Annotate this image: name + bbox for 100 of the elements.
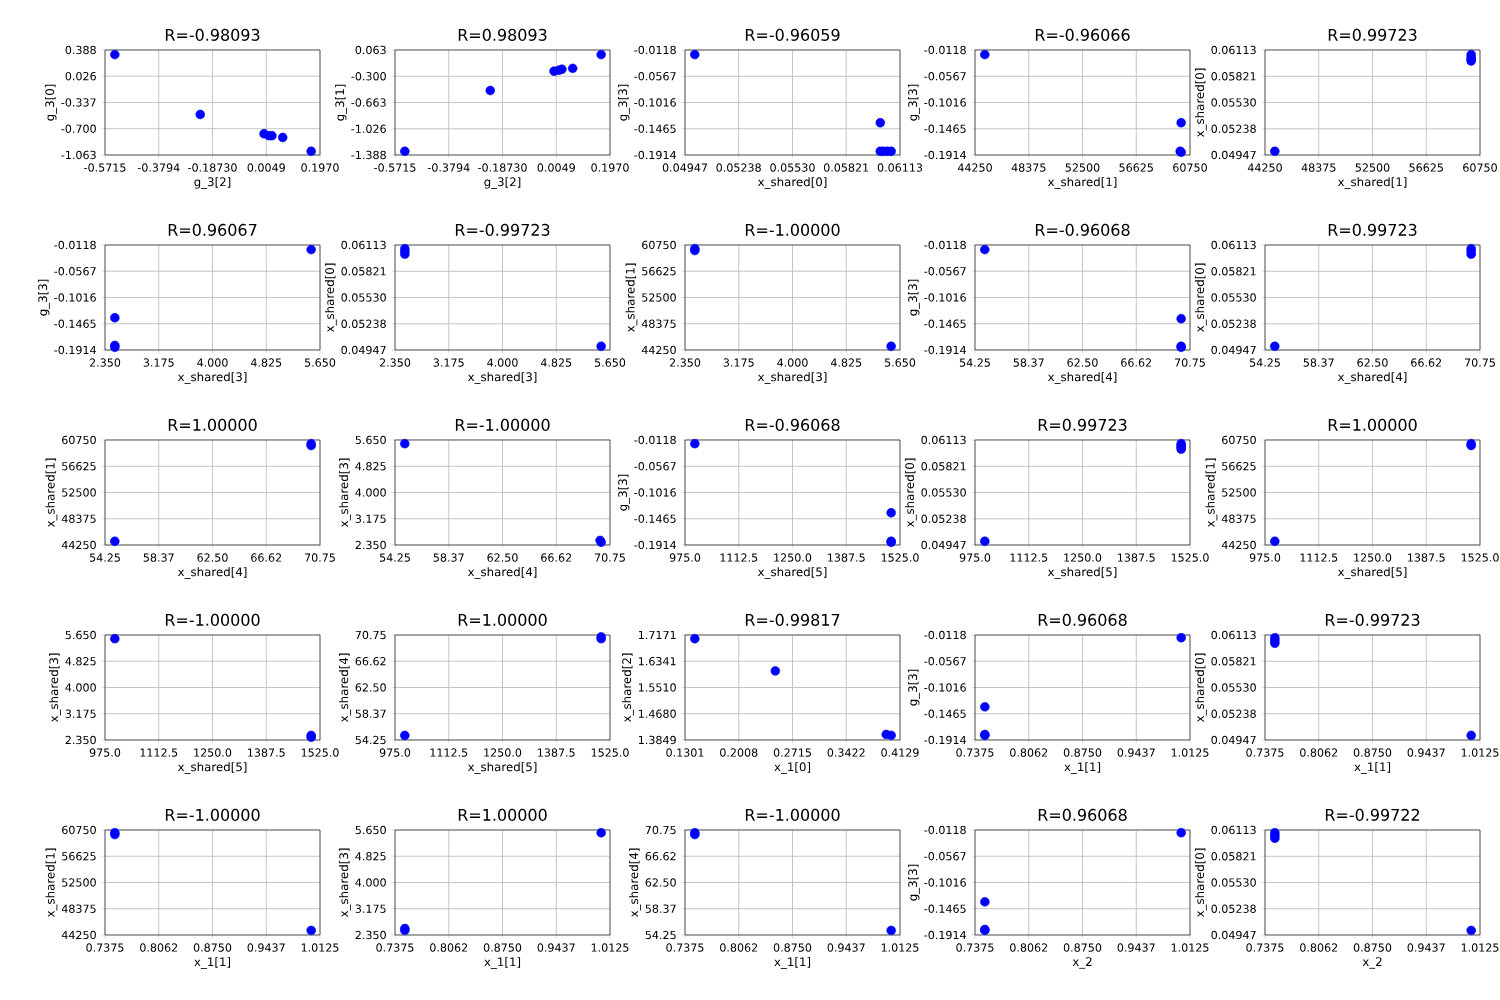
y-tick-label: 0.388 xyxy=(65,45,96,55)
x-tick-label: 0.8062 xyxy=(1300,943,1338,952)
y-axis-title: x_shared[0] xyxy=(324,263,337,333)
y-tick-label: 0.063 xyxy=(355,45,386,55)
y-axis-title: x_shared[0] xyxy=(1194,68,1207,138)
x-tick-label: 5.650 xyxy=(594,358,626,367)
y-tick-label: 5.650 xyxy=(65,630,96,640)
x-tick-label: 5.650 xyxy=(304,358,336,367)
y-axis-title: g_3[3] xyxy=(908,864,920,901)
x-tick-label: 70.75 xyxy=(1465,358,1495,367)
x-tick-label: 4.000 xyxy=(197,358,228,367)
x-tick-label: 3.175 xyxy=(723,358,754,367)
x-tick-label: 0.8750 xyxy=(1353,748,1392,757)
x-tick-label: -0.18730 xyxy=(188,163,237,172)
x-tick-label: 58.37 xyxy=(143,553,174,562)
x-tick-label: 66.62 xyxy=(1121,358,1152,367)
y-tick-label: 56625 xyxy=(62,462,96,471)
y-tick-label: 0.05821 xyxy=(921,462,966,471)
x-tick-label: 1525.0 xyxy=(591,748,629,757)
x-tick-label: 0.05821 xyxy=(823,163,869,172)
x-tick-label: 1112.5 xyxy=(1300,553,1338,562)
x-tick-label: 4.825 xyxy=(250,358,282,367)
x-tick-label: 58.37 xyxy=(1013,358,1044,367)
x-tick-label: 0.2715 xyxy=(773,748,811,757)
x-tick-label: 0.1970 xyxy=(591,163,629,172)
y-tick-label: -0.1465 xyxy=(634,514,676,523)
y-tick-label: 0.04947 xyxy=(341,345,386,355)
y-tick-label: 56625 xyxy=(1222,462,1256,471)
chart-title: R=-0.96066 xyxy=(1035,28,1130,41)
y-tick-label: 60750 xyxy=(1222,435,1256,445)
y-tick-label: -0.700 xyxy=(61,124,96,133)
x-tick-label: 1525.0 xyxy=(1171,553,1209,562)
x-tick-label: 1250.0 xyxy=(1354,553,1392,562)
x-tick-label: 56625 xyxy=(1119,163,1153,172)
x-tick-label: 1250.0 xyxy=(1064,553,1102,562)
y-tick-label: 2.350 xyxy=(355,930,386,940)
y-tick-label: 0.05530 xyxy=(341,293,386,302)
chart-title: R=-0.99723 xyxy=(1325,613,1420,626)
x-tick-label: -0.5715 xyxy=(374,163,416,172)
y-axis-title: g_3[3] xyxy=(618,84,630,121)
y-tick-label: 0.05238 xyxy=(341,319,386,328)
x-axis-title: x_shared[5] xyxy=(1337,567,1407,579)
y-tick-label: -0.0567 xyxy=(924,267,966,276)
x-axis-title: x_shared[5] xyxy=(467,762,537,774)
chart-title: R=0.96068 xyxy=(1038,808,1127,821)
x-tick-label: 1.0125 xyxy=(301,943,339,952)
y-tick-label: 44250 xyxy=(1221,540,1256,550)
y-axis-title: g_3[3] xyxy=(908,669,920,706)
x-tick-label: 54.25 xyxy=(1249,358,1280,367)
x-tick-label: 0.8062 xyxy=(720,943,758,952)
y-tick-label: -0.0567 xyxy=(634,462,676,471)
x-tick-label: 1387.5 xyxy=(1408,553,1445,562)
y-tick-label: 0.05821 xyxy=(1211,72,1256,81)
y-tick-label: 0.05238 xyxy=(921,514,966,523)
x-tick-label: 0.9437 xyxy=(247,943,285,952)
chart-title: R=-0.96068 xyxy=(1035,223,1130,236)
x-tick-label: 0.7375 xyxy=(956,943,994,952)
y-tick-label: -0.1016 xyxy=(54,293,96,302)
x-tick-label: 62.50 xyxy=(197,553,228,562)
x-tick-label: 1250.0 xyxy=(484,748,522,757)
x-tick-label: 62.50 xyxy=(487,553,518,562)
x-tick-label: 0.8062 xyxy=(430,943,468,952)
x-axis-title: x_shared[3] xyxy=(467,372,537,384)
x-tick-label: 1525.0 xyxy=(1461,553,1499,562)
x-axis-title: x_shared[5] xyxy=(757,567,827,579)
y-axis-title: g_3[3] xyxy=(38,279,50,316)
x-tick-label: 0.06113 xyxy=(877,163,923,172)
x-tick-label: 0.9437 xyxy=(827,943,865,952)
x-axis-title: x_shared[4] xyxy=(1047,372,1117,384)
y-tick-label: 44250 xyxy=(641,345,676,355)
chart-title: R=-1.00000 xyxy=(745,223,840,236)
y-tick-label: 0.05821 xyxy=(1211,657,1256,666)
y-tick-label: -0.0567 xyxy=(54,267,96,276)
x-axis-title: x_shared[4] xyxy=(467,567,537,579)
y-tick-label: 0.06113 xyxy=(1211,825,1256,835)
y-axis-title: x_shared[3] xyxy=(339,848,351,918)
x-tick-label: 2.350 xyxy=(669,358,701,367)
y-tick-label: 60750 xyxy=(62,435,96,445)
x-tick-label: 975.0 xyxy=(89,748,121,757)
y-tick-label: -0.1914 xyxy=(54,345,96,355)
x-axis-title: x_shared[4] xyxy=(177,567,247,579)
y-tick-label: -0.1465 xyxy=(924,904,966,913)
chart-title: R=-1.00000 xyxy=(745,808,840,821)
x-tick-label: -0.18730 xyxy=(478,163,527,172)
x-axis-title: x_1[1] xyxy=(1354,762,1391,774)
x-tick-label: 0.0049 xyxy=(247,163,285,172)
x-tick-label: 1112.5 xyxy=(720,553,758,562)
x-tick-label: 0.9437 xyxy=(1117,943,1155,952)
x-tick-label: 70.75 xyxy=(1175,358,1205,367)
y-axis-title: g_3[3] xyxy=(908,84,920,121)
x-tick-label: 0.8750 xyxy=(193,943,232,952)
y-tick-label: 1.5510 xyxy=(638,683,676,692)
chart-title: R=0.99723 xyxy=(1328,223,1417,236)
y-tick-label: 60750 xyxy=(642,240,676,250)
x-tick-label: 0.7375 xyxy=(1246,748,1284,757)
y-tick-label: 0.05821 xyxy=(1211,267,1256,276)
x-tick-label: 1387.5 xyxy=(538,748,575,757)
x-tick-label: 0.8750 xyxy=(1063,748,1102,757)
chart-title: R=-1.00000 xyxy=(165,808,260,821)
y-axis-title: g_3[3] xyxy=(908,279,920,316)
